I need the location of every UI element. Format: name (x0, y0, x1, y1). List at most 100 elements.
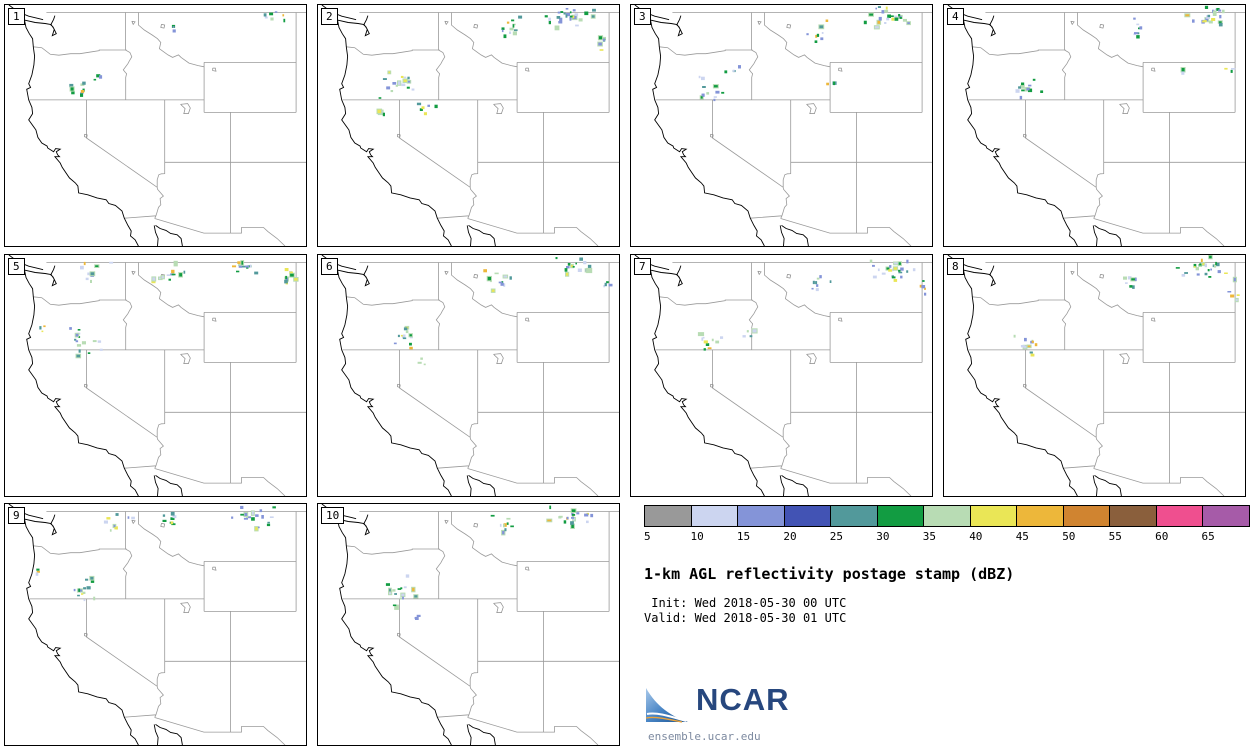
panel-number-badge: 4 (947, 8, 964, 25)
state-borders (342, 511, 619, 745)
lakes (397, 20, 530, 138)
reflectivity-map (634, 255, 932, 496)
colorbar-segment (924, 506, 971, 526)
state-borders (655, 12, 932, 246)
figure-title: 1-km AGL reflectivity postage stamp (dBZ… (644, 565, 1015, 583)
colorbar-segment (1156, 506, 1204, 526)
colorbar-segment (784, 506, 832, 526)
panel-number-badge: 8 (947, 258, 964, 275)
panel-number-badge: 9 (8, 507, 25, 524)
reflectivity-map (8, 255, 306, 496)
colorbar-tick-label: 30 (876, 530, 890, 543)
ncar-logo: NCAR (644, 682, 904, 726)
state-borders (342, 12, 619, 246)
radar-echoes (376, 8, 606, 117)
ensemble-member-panel-6: 6 (317, 254, 620, 497)
lakes (1023, 270, 1156, 388)
init-time-label: Init: Wed 2018-05-30 00 UTC (644, 596, 847, 610)
colorbar-segment (1017, 506, 1064, 526)
colorbar-segment (738, 506, 785, 526)
lakes (397, 270, 530, 388)
panel-number-badge: 5 (8, 258, 25, 275)
lakes (1023, 20, 1156, 138)
colorbar-tick-label: 65 (1201, 530, 1215, 543)
coastline (8, 504, 183, 745)
radar-echoes (385, 505, 594, 620)
colorbar-ticks: 5 10 15 20 25 30 35 40 45 50 55 60 65 (644, 530, 1260, 544)
reflectivity-map (947, 255, 1245, 496)
colorbar-segment (1203, 506, 1249, 526)
ncar-swoosh-icon (645, 688, 688, 723)
coastline (8, 255, 183, 496)
state-borders (342, 262, 619, 496)
panel-number-badge: 3 (634, 8, 651, 25)
radar-echoes (697, 259, 927, 351)
credit-url: ensemble.ucar.edu (648, 730, 761, 743)
colorbar-tick-label: 25 (829, 530, 844, 543)
panel-number-badge: 7 (634, 258, 651, 275)
radar-echoes (1013, 255, 1240, 357)
lakes (84, 20, 217, 138)
ensemble-member-panel-3: 3 (630, 4, 933, 247)
colorbar (644, 505, 1250, 527)
panel-number-badge: 10 (321, 507, 345, 524)
colorbar-tick-label: 5 (644, 530, 651, 543)
state-borders (29, 12, 306, 246)
colorbar-tick-label: 20 (783, 530, 797, 543)
colorbar-tick-label: 10 (690, 530, 704, 543)
radar-echoes (393, 257, 613, 366)
lakes (84, 519, 217, 637)
ncar-wordmark: NCAR (696, 682, 790, 717)
colorbar-segment (1063, 506, 1111, 526)
reflectivity-map (8, 504, 306, 745)
valid-time-label: Valid: Wed 2018-05-30 01 UTC (644, 611, 847, 625)
radar-echoes (69, 11, 286, 97)
colorbar-tick-label: 35 (922, 530, 937, 543)
colorbar-segment (645, 506, 692, 526)
ensemble-member-panel-2: 2 (317, 4, 620, 247)
coastline (321, 5, 496, 246)
ensemble-member-panel-7: 7 (630, 254, 933, 497)
panel-number-badge: 6 (321, 258, 338, 275)
coastline (634, 5, 809, 246)
reflectivity-map (321, 504, 619, 745)
radar-echoes (35, 505, 276, 602)
colorbar-segment (691, 506, 739, 526)
ensemble-member-panel-4: 4 (943, 4, 1246, 247)
colorbar-tick-label: 50 (1062, 530, 1076, 543)
radar-echoes (698, 6, 911, 102)
radar-echoes (1015, 5, 1236, 100)
reflectivity-map (321, 255, 619, 496)
state-borders (968, 12, 1245, 246)
coastline (321, 504, 496, 745)
radar-echoes (39, 260, 299, 359)
colorbar-tick-label: 45 (1015, 530, 1029, 543)
coastline (8, 5, 183, 246)
lakes (710, 270, 843, 388)
colorbar-segment (831, 506, 878, 526)
reflectivity-map (634, 5, 932, 246)
coastline (947, 5, 1122, 246)
lakes (84, 270, 217, 388)
state-borders (29, 511, 306, 745)
panel-number-badge: 2 (321, 8, 338, 25)
reflectivity-map (8, 5, 306, 246)
ensemble-member-panel-10: 10 (317, 503, 620, 746)
colorbar-tick-label: 60 (1155, 530, 1169, 543)
coastline (634, 255, 809, 496)
colorbar-tick-label: 55 (1108, 530, 1122, 543)
ensemble-member-panel-1: 1 (4, 4, 307, 247)
state-borders (29, 262, 306, 496)
state-borders (655, 262, 932, 496)
colorbar-segment (877, 506, 925, 526)
panel-number-badge: 1 (8, 8, 25, 25)
colorbar-tick-label: 15 (736, 530, 751, 543)
colorbar-segment (970, 506, 1018, 526)
coastline (321, 255, 496, 496)
reflectivity-map (321, 5, 619, 246)
ensemble-member-panel-9: 9 (4, 503, 307, 746)
reflectivity-map (947, 5, 1245, 246)
colorbar-tick-label: 40 (969, 530, 983, 543)
lakes (397, 519, 530, 637)
